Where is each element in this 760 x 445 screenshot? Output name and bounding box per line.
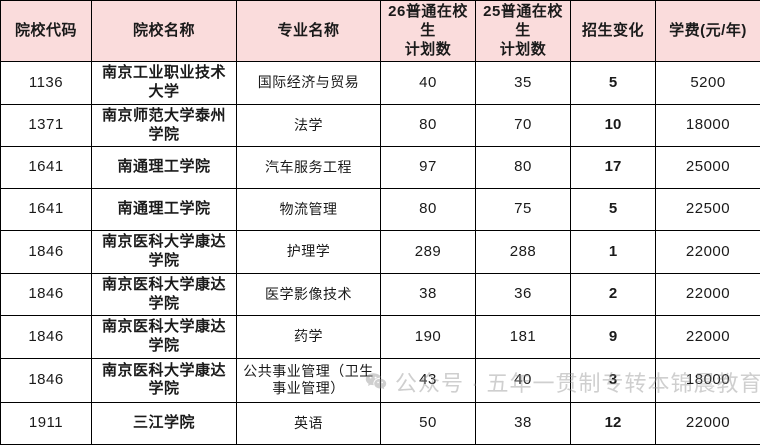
cell-plan25: 35 (476, 62, 571, 105)
cell-plan26: 190 (381, 316, 476, 359)
table-row: 1846 南京医科大学康达学院 医学影像技术 38 36 2 22000 (1, 273, 760, 316)
table-row: 1846 南京医科大学康达学院 药学 190 181 9 22000 (1, 316, 760, 359)
cell-plan26: 80 (381, 189, 476, 231)
table-row: 1136 南京工业职业技术大学 国际经济与贸易 40 35 5 5200 (1, 62, 760, 105)
cell-school: 南京师范大学泰州学院 (92, 104, 237, 147)
cell-major: 药学 (237, 316, 381, 359)
column-header-plan26-line-1: 26普通在校生 (384, 3, 472, 41)
table-row: 1911 三江学院 英语 50 38 12 22000 (1, 402, 760, 444)
table-row: 1846 南京医科大学康达学院 公共事业管理（卫生事业管理） 43 40 3 1… (1, 358, 760, 402)
cell-plan25: 75 (476, 189, 571, 231)
cell-code: 1641 (1, 189, 92, 231)
cell-code: 1136 (1, 62, 92, 105)
cell-fee: 22000 (656, 316, 760, 359)
cell-change: 5 (571, 62, 656, 105)
cell-major: 医学影像技术 (237, 273, 381, 316)
column-header-code-line-1: 院校代码 (4, 22, 88, 41)
cell-plan26: 43 (381, 358, 476, 402)
cell-change: 2 (571, 273, 656, 316)
column-header-plan25-line-1: 25普通在校生 (479, 3, 567, 41)
cell-plan25: 36 (476, 273, 571, 316)
cell-plan25: 40 (476, 358, 571, 402)
cell-code: 1371 (1, 104, 92, 147)
cell-fee: 22000 (656, 231, 760, 274)
cell-major: 汽车服务工程 (237, 147, 381, 189)
cell-major: 英语 (237, 402, 381, 444)
cell-plan25: 288 (476, 231, 571, 274)
cell-plan26: 289 (381, 231, 476, 274)
cell-plan26: 80 (381, 104, 476, 147)
cell-plan26: 97 (381, 147, 476, 189)
column-header-major-line-1: 专业名称 (240, 22, 377, 41)
cell-plan26: 50 (381, 402, 476, 444)
cell-change: 5 (571, 189, 656, 231)
cell-fee: 18000 (656, 104, 760, 147)
cell-change: 12 (571, 402, 656, 444)
table-row: 1641 南通理工学院 汽车服务工程 97 80 17 25000 (1, 147, 760, 189)
cell-fee: 22000 (656, 402, 760, 444)
column-header-school-line-1: 院校名称 (95, 22, 233, 41)
cell-school: 南通理工学院 (92, 189, 237, 231)
cell-plan25: 70 (476, 104, 571, 147)
cell-change: 3 (571, 358, 656, 402)
cell-code: 1911 (1, 402, 92, 444)
cell-fee: 25000 (656, 147, 760, 189)
column-header-plan26-line-2: 计划数 (384, 41, 472, 60)
cell-plan26: 40 (381, 62, 476, 105)
cell-plan25: 38 (476, 402, 571, 444)
cell-code: 1641 (1, 147, 92, 189)
enrollment-table-container: 院校代码 院校名称 专业名称 26普通在校生 计划数 25普通在校生 计划数 招 (0, 0, 760, 413)
column-header-plan25-line-2: 计划数 (479, 41, 567, 60)
cell-school: 南京工业职业技术大学 (92, 62, 237, 105)
cell-plan26: 38 (381, 273, 476, 316)
column-header-school: 院校名称 (92, 1, 237, 62)
cell-school: 南京医科大学康达学院 (92, 316, 237, 359)
table-header: 院校代码 院校名称 专业名称 26普通在校生 计划数 25普通在校生 计划数 招 (1, 1, 760, 62)
table-row: 1371 南京师范大学泰州学院 法学 80 70 10 18000 (1, 104, 760, 147)
cell-fee: 22000 (656, 273, 760, 316)
cell-fee: 22500 (656, 189, 760, 231)
cell-change: 9 (571, 316, 656, 359)
cell-major: 物流管理 (237, 189, 381, 231)
table-row: 1846 南京医科大学康达学院 护理学 289 288 1 22000 (1, 231, 760, 274)
column-header-plan25: 25普通在校生 计划数 (476, 1, 571, 62)
cell-plan25: 181 (476, 316, 571, 359)
cell-fee: 5200 (656, 62, 760, 105)
column-header-change-line-1: 招生变化 (574, 22, 652, 41)
column-header-change: 招生变化 (571, 1, 656, 62)
cell-code: 1846 (1, 273, 92, 316)
cell-change: 1 (571, 231, 656, 274)
column-header-fee-line-1: 学费(元/年) (659, 22, 757, 41)
column-header-plan26: 26普通在校生 计划数 (381, 1, 476, 62)
table-body: 1136 南京工业职业技术大学 国际经济与贸易 40 35 5 5200 137… (1, 62, 760, 445)
cell-plan25: 80 (476, 147, 571, 189)
header-row: 院校代码 院校名称 专业名称 26普通在校生 计划数 25普通在校生 计划数 招 (1, 1, 760, 62)
column-header-code: 院校代码 (1, 1, 92, 62)
cell-school: 南京医科大学康达学院 (92, 358, 237, 402)
cell-school: 南通理工学院 (92, 147, 237, 189)
cell-major: 护理学 (237, 231, 381, 274)
cell-fee: 18000 (656, 358, 760, 402)
cell-code: 1846 (1, 231, 92, 274)
cell-school: 三江学院 (92, 402, 237, 444)
table-row: 1641 南通理工学院 物流管理 80 75 5 22500 (1, 189, 760, 231)
cell-change: 10 (571, 104, 656, 147)
column-header-major: 专业名称 (237, 1, 381, 62)
cell-code: 1846 (1, 316, 92, 359)
cell-school: 南京医科大学康达学院 (92, 231, 237, 274)
cell-major: 公共事业管理（卫生事业管理） (237, 358, 381, 402)
cell-code: 1846 (1, 358, 92, 402)
cell-major: 国际经济与贸易 (237, 62, 381, 105)
cell-school: 南京医科大学康达学院 (92, 273, 237, 316)
cell-change: 17 (571, 147, 656, 189)
cell-major: 法学 (237, 104, 381, 147)
column-header-fee: 学费(元/年) (656, 1, 760, 62)
